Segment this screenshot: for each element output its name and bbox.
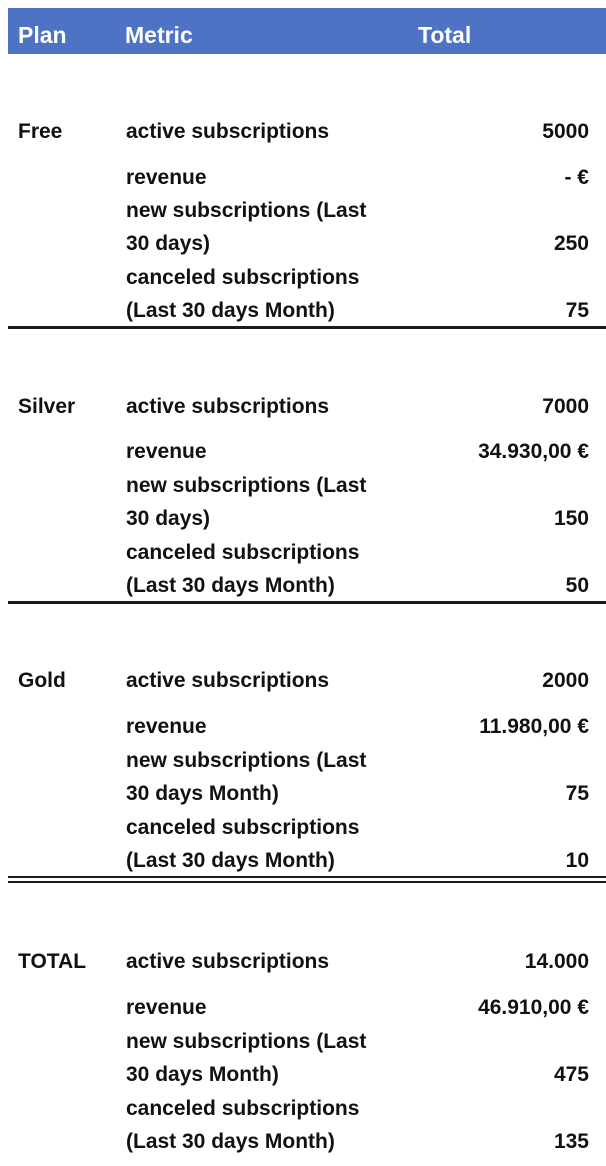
metric-label: new subscriptions (Last [126, 1030, 367, 1053]
section-divider [8, 326, 606, 329]
metric-value: 7000 [542, 395, 589, 418]
table-header: Plan Metric Total [8, 8, 606, 54]
metric-label: canceled subscriptions [126, 541, 360, 564]
plan-column-header: Plan [18, 22, 67, 48]
metric-column-header: Metric [125, 22, 193, 48]
metric-value: 14.000 [524, 950, 589, 973]
metric-label-continued: 30 days) [126, 507, 211, 530]
metric-value: 75 [565, 299, 589, 322]
metric-label: revenue [126, 440, 207, 463]
total-divider [8, 876, 606, 883]
metric-label-continued: (Last 30 days Month) [126, 299, 335, 322]
metric-label: canceled subscriptions [126, 816, 360, 839]
metric-value: - € [564, 166, 589, 189]
metric-value: 10 [565, 849, 589, 872]
metric-label: new subscriptions (Last [126, 199, 367, 222]
metric-value: 11.980,00 € [479, 715, 589, 738]
metric-label-continued: (Last 30 days Month) [126, 574, 335, 597]
metric-label: canceled subscriptions [126, 266, 360, 289]
section-divider [8, 601, 606, 604]
plan-name: TOTAL [18, 950, 87, 973]
metric-label-continued: (Last 30 days Month) [126, 849, 335, 872]
metric-label: active subscriptions [126, 395, 330, 418]
metric-label: active subscriptions [126, 950, 330, 973]
total-column-header: Total [418, 22, 472, 48]
metric-label: revenue [126, 715, 207, 738]
metric-label: revenue [126, 996, 207, 1019]
metric-label: revenue [126, 166, 207, 189]
metric-label: canceled subscriptions [126, 1097, 360, 1120]
metric-label: active subscriptions [126, 669, 330, 692]
metric-label-continued: 30 days) [126, 232, 211, 255]
metric-label-continued: 30 days Month) [126, 782, 279, 805]
metric-value: 150 [553, 507, 589, 530]
metric-label-continued: (Last 30 days Month) [126, 1130, 335, 1153]
plan-name: Silver [18, 395, 76, 418]
metric-label: active subscriptions [126, 120, 330, 143]
metric-value: 5000 [542, 120, 589, 143]
metric-value: 34.930,00 € [478, 440, 589, 463]
metric-value: 2000 [542, 669, 589, 692]
metric-value: 75 [565, 782, 589, 805]
metric-value: 135 [553, 1130, 589, 1153]
metric-value: 250 [553, 232, 589, 255]
plan-name: Free [18, 120, 63, 143]
plan-name: Gold [18, 669, 66, 692]
metric-label: new subscriptions (Last [126, 749, 367, 772]
metric-value: 475 [553, 1063, 589, 1086]
metric-value: 46.910,00 € [478, 996, 589, 1019]
metric-value: 50 [565, 574, 589, 597]
metric-label: new subscriptions (Last [126, 474, 367, 497]
metric-label-continued: 30 days Month) [126, 1063, 279, 1086]
